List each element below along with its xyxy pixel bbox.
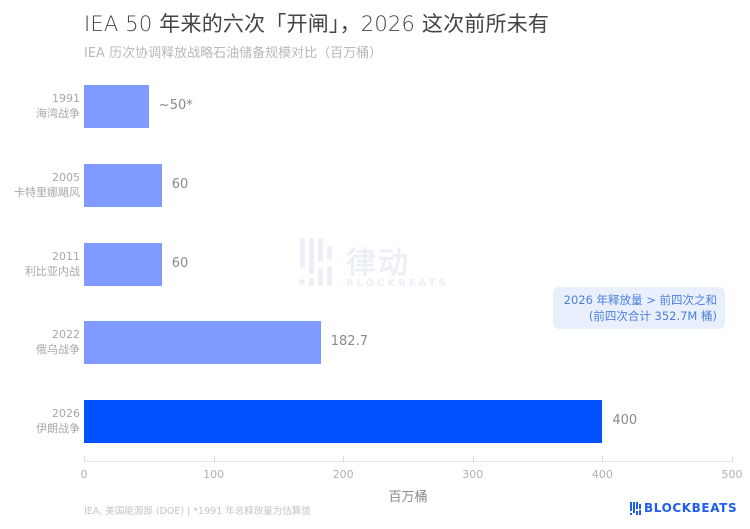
watermark-text: 律动 bbox=[346, 246, 410, 281]
bar-2011 bbox=[84, 243, 162, 286]
blockbeats-logo-icon bbox=[630, 501, 641, 515]
bar-1991 bbox=[84, 85, 149, 128]
x-tick-label: 200 bbox=[332, 468, 354, 481]
bar-value-label: 60 bbox=[171, 256, 189, 271]
annotation-line-1: 2026 年释放量 > 前四次之和 bbox=[563, 293, 717, 307]
watermark: 律动 BLOCKBEATS bbox=[298, 236, 446, 292]
bar-2026 bbox=[84, 400, 603, 443]
x-tick bbox=[602, 456, 604, 462]
category-label: 2011 利比亚内战 bbox=[25, 250, 80, 278]
x-tick bbox=[213, 456, 215, 462]
x-axis-line bbox=[84, 461, 732, 462]
x-axis-label: 百万桶 bbox=[388, 490, 428, 505]
category-label: 2022 俄乌战争 bbox=[36, 328, 80, 356]
category-label: 2026 伊朗战争 bbox=[36, 407, 80, 435]
x-tick-label: 100 bbox=[203, 468, 225, 481]
bar-2022 bbox=[84, 321, 321, 364]
bar-value-label: 400 bbox=[612, 413, 638, 428]
x-tick bbox=[732, 456, 733, 462]
x-tick bbox=[472, 456, 474, 462]
brand-text: BLOCKBEATS bbox=[644, 501, 738, 515]
annotation-line-2: (前四次合计 352.7M 桶) bbox=[588, 309, 717, 323]
bar-value-label: 182.7 bbox=[330, 334, 368, 349]
source-note: IEA, 美国能源部 (DOE) | *1991 年总释放量为估算值 bbox=[84, 506, 311, 517]
x-tick-label: 300 bbox=[462, 468, 484, 481]
brand-logo: BLOCKBEATS bbox=[630, 501, 737, 515]
x-tick-label: 400 bbox=[591, 468, 613, 481]
chart-title: IEA 50 年来的六次「开闸」，2026 这次前所未有 bbox=[84, 12, 550, 36]
category-label: 1991 海湾战争 bbox=[36, 92, 80, 120]
chart-subtitle: IEA 历次协调释放战略石油储备规模对比（百万桶） bbox=[84, 46, 383, 61]
x-tick-label: 0 bbox=[80, 468, 88, 481]
bar-plot-area: ~50* 60 60 182.7 400 bbox=[84, 70, 732, 460]
annotation-callout: 2026 年释放量 > 前四次之和 (前四次合计 352.7M 桶) bbox=[553, 287, 725, 329]
x-tick bbox=[343, 456, 345, 462]
x-tick-label: 500 bbox=[721, 468, 743, 481]
blockbeats-watermark-icon bbox=[299, 238, 332, 286]
x-tick bbox=[84, 456, 85, 462]
bar-2005 bbox=[84, 164, 162, 207]
bar-value-label: 60 bbox=[171, 177, 189, 192]
bar-value-label: ~50* bbox=[158, 98, 193, 113]
watermark-sub: BLOCKBEATS bbox=[346, 278, 449, 289]
category-label: 2005 卡特里娜飓风 bbox=[14, 171, 80, 199]
